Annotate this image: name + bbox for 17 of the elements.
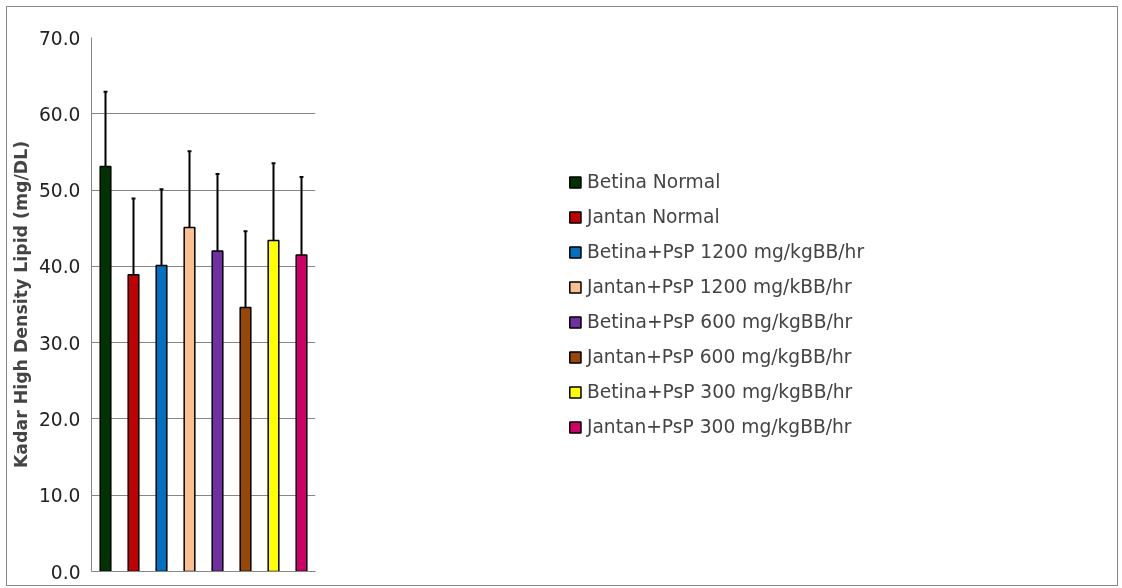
legend-label: Betina+PsP 1200 mg/kgBB/hr [586, 241, 865, 262]
y-tick-label: 0.0 [50, 561, 81, 583]
legend-label: Jantan+PsP 300 mg/kgBB/hr [586, 416, 852, 437]
legend-label: Betina+PsP 300 mg/kgBB/hr [586, 381, 853, 402]
y-tick-label: 50.0 [38, 180, 81, 202]
y-tick-label: 60.0 [38, 103, 81, 125]
legend-label: Jantan+PsP 600 mg/kgBB/hr [586, 346, 852, 367]
legend-label: Betina+PsP 600 mg/kgBB/hr [586, 311, 853, 332]
legend-label: Betina Normal [586, 171, 721, 192]
y-tick-label: 20.0 [38, 408, 81, 430]
y-tick-label: 40.0 [38, 256, 81, 278]
y-tick-label: 30.0 [38, 332, 81, 354]
y-tick-label: 70.0 [38, 27, 81, 49]
legend-label: Jantan+PsP 1200 mg/kBB/hr [586, 276, 852, 297]
y-axis-title: Kadar High Density Lipid (mg/DL) [10, 140, 31, 469]
y-tick-label: 10.0 [38, 485, 81, 507]
legend-label: Jantan Normal [586, 206, 720, 227]
